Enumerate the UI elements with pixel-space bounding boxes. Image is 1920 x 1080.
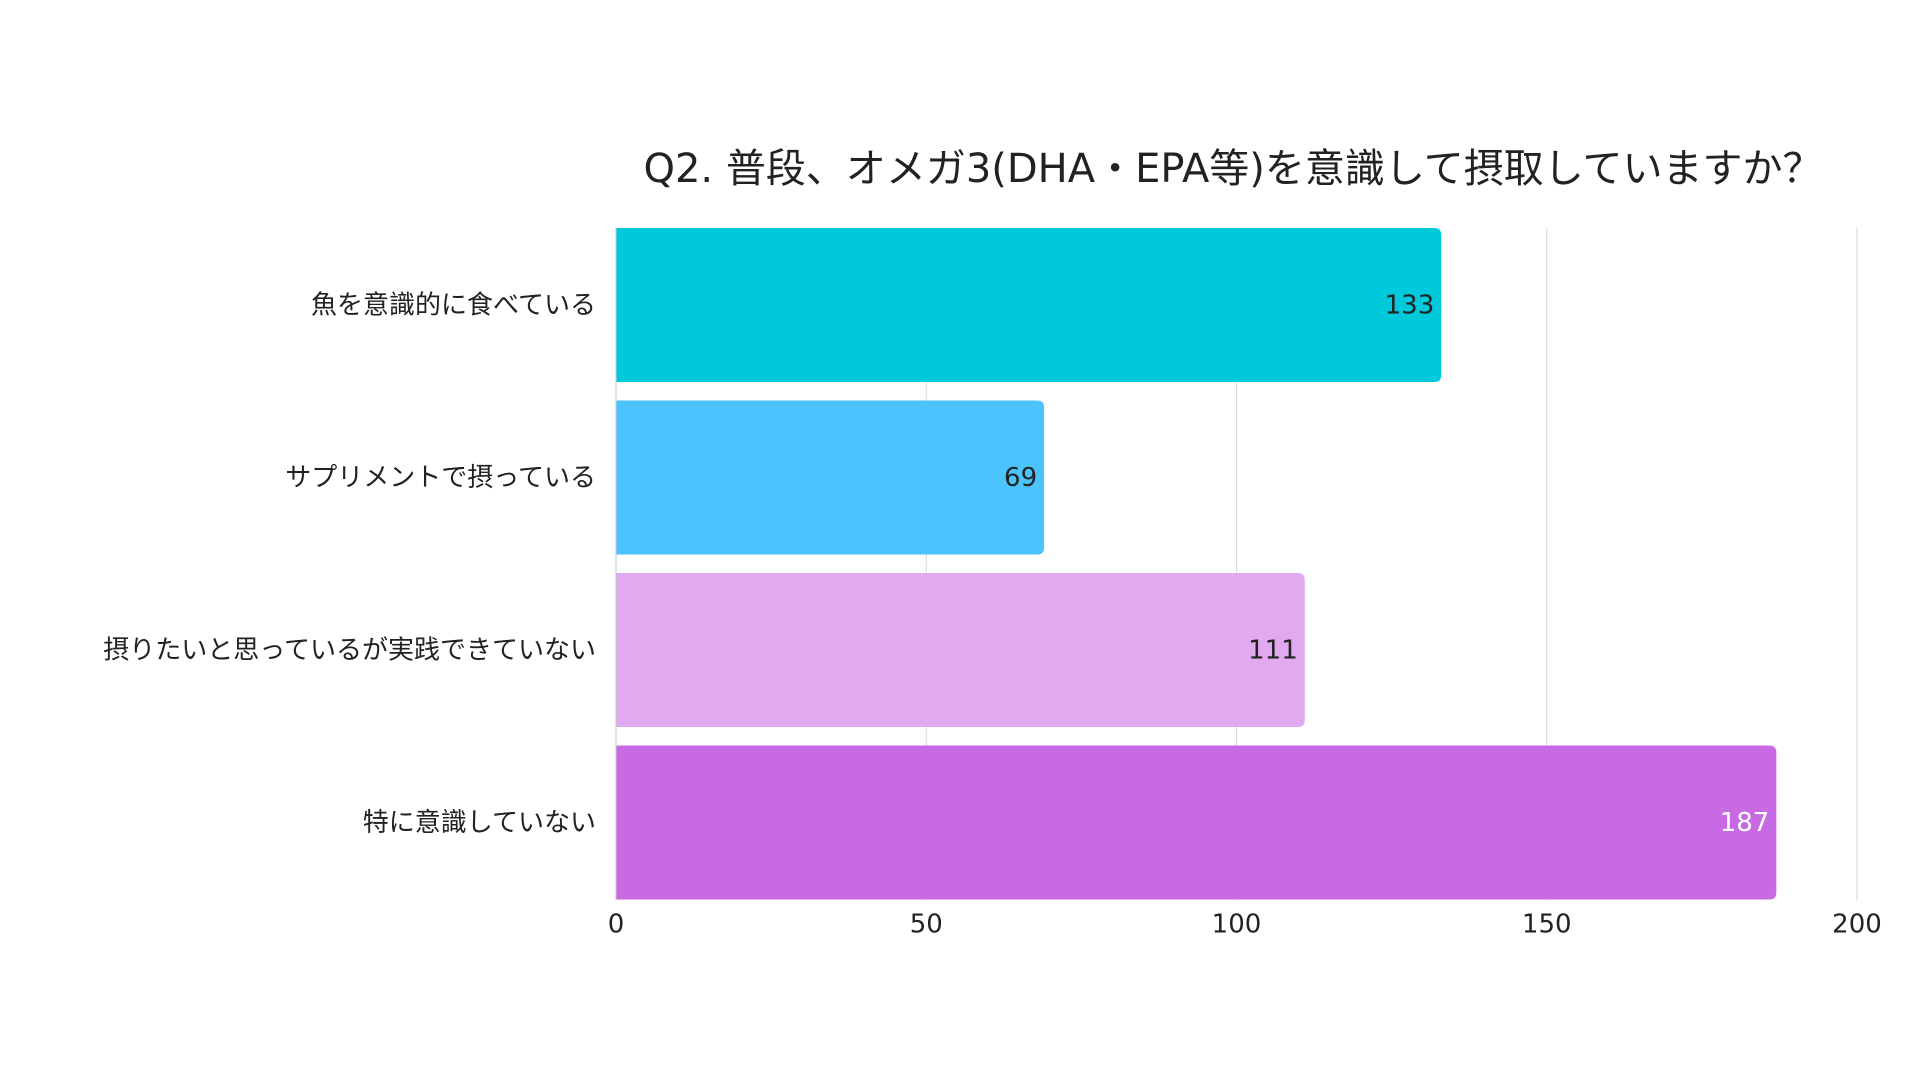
x-tick-label: 200	[1832, 910, 1882, 940]
y-tick-label: 魚を意識的に食べている	[311, 291, 596, 321]
bar	[616, 400, 1045, 555]
x-tick-label: 100	[1212, 910, 1262, 940]
y-tick-label: 摂りたいと思っているが実践できていない	[103, 636, 596, 666]
bar	[616, 228, 1442, 382]
value-label: 69	[1004, 463, 1037, 493]
x-tick-label: 150	[1522, 910, 1572, 940]
x-tick-label: 0	[608, 910, 625, 940]
x-tick-label: 50	[910, 910, 943, 940]
value-label: 111	[1248, 636, 1298, 666]
y-tick-label: 特に意識していない	[363, 808, 596, 838]
y-tick-label: サプリメントで摂っている	[285, 463, 596, 493]
chart-title: Q2. 普段、オメガ3(DHA・EPA等)を意識して摂取していますか？	[643, 146, 1822, 192]
bar	[616, 573, 1305, 727]
value-label: 187	[1720, 808, 1770, 838]
bar	[616, 745, 1777, 900]
value-label: 133	[1385, 291, 1435, 321]
